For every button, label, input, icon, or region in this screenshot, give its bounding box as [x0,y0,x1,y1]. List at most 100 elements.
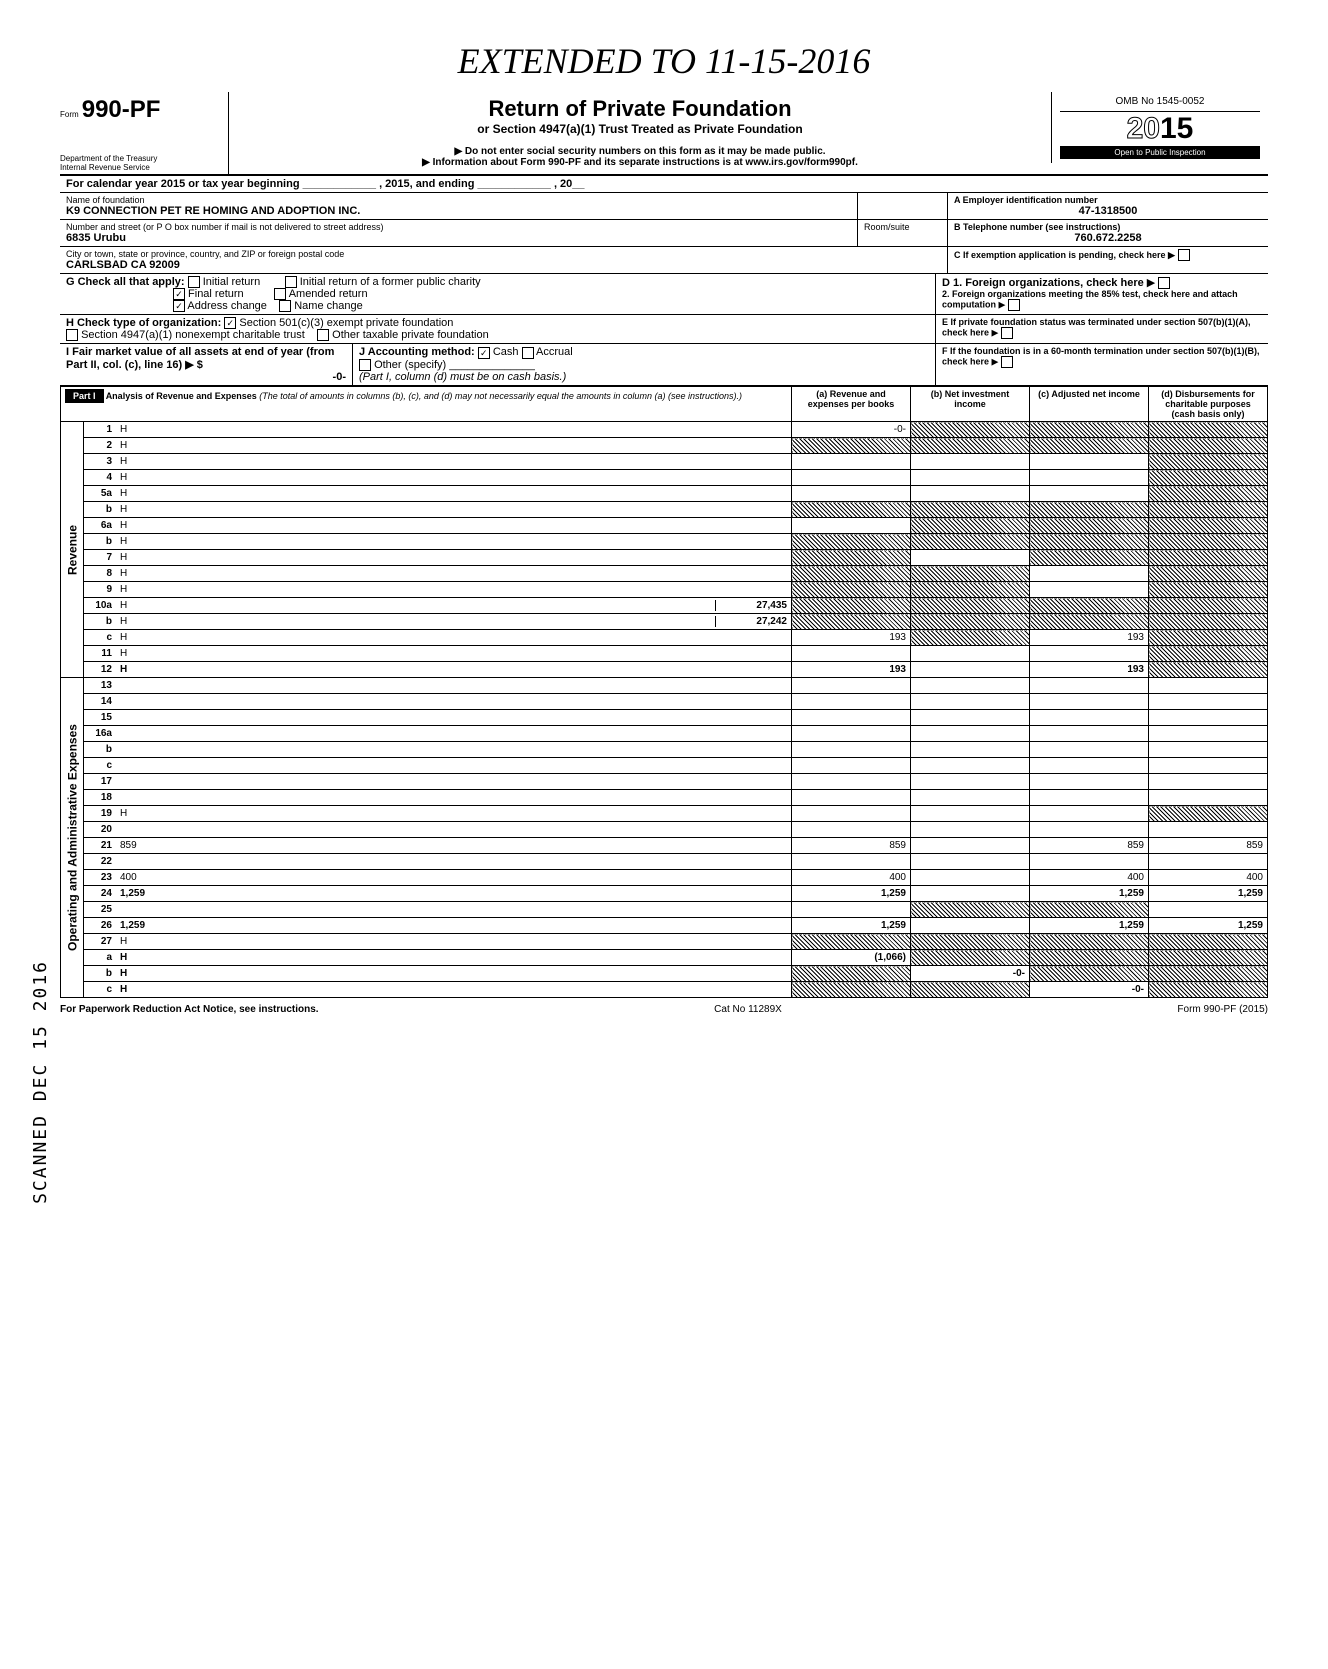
table-row: 16a [61,726,1268,742]
cell-b [911,550,1030,566]
g-final-check[interactable]: ✓ [173,288,185,300]
cell-b [911,454,1030,470]
cell-c [1030,774,1149,790]
h-501c3-check[interactable]: ✓ [224,317,236,329]
cell-b [911,742,1030,758]
h-other-check[interactable] [317,329,329,341]
row-desc: H [116,518,792,534]
foundation-name: K9 CONNECTION PET RE HOMING AND ADOPTION… [66,205,851,217]
cell-b [911,822,1030,838]
row-number: 15 [84,710,117,726]
row-desc: H [116,550,792,566]
cell-d [1149,598,1268,614]
row-number: a [84,950,117,966]
form-number: 990-PF [82,96,161,123]
cell-b [911,838,1030,854]
g-initial: Initial return [203,276,260,288]
cell-b [911,662,1030,678]
g-amended-check[interactable] [274,288,286,300]
cell-b [911,902,1030,918]
form-prefix: Form [60,110,79,119]
cell-b [911,934,1030,950]
calendar-year-line: For calendar year 2015 or tax year begin… [60,176,591,192]
table-row: 23400400400400 [61,870,1268,886]
cell-a: 1,259 [792,918,911,934]
table-row: 241,2591,2591,2591,259 [61,886,1268,902]
c-checkbox[interactable] [1178,249,1190,261]
j-accrual-check[interactable] [522,347,534,359]
cell-a [792,470,911,486]
footer-right: Form 990-PF (2015) [1177,1004,1268,1015]
open-inspection: Open to Public Inspection [1060,146,1260,159]
cell-d [1149,966,1268,982]
h-other: Other taxable private foundation [332,329,489,341]
cell-a [792,790,911,806]
table-row: 22 [61,854,1268,870]
cell-c [1030,518,1149,534]
tax-year: 20201515 [1060,112,1260,146]
row-number: 6a [84,518,117,534]
row-desc: H [116,438,792,454]
ein-label: A Employer identification number [954,195,1262,205]
cell-a [792,582,911,598]
table-row: aH(1,066) [61,950,1268,966]
j-other: Other (specify) [374,359,446,371]
cell-a [792,694,911,710]
row-desc: H [116,454,792,470]
cell-b [911,646,1030,662]
cell-d [1149,790,1268,806]
cell-d [1149,758,1268,774]
row-number: b [84,966,117,982]
row-number: 4 [84,470,117,486]
cell-b [911,758,1030,774]
d2-check[interactable] [1008,299,1020,311]
row-desc [116,902,792,918]
table-row: 14 [61,694,1268,710]
name-label: Name of foundation [66,195,851,205]
cell-a: -0- [792,422,911,438]
cell-d [1149,982,1268,998]
cell-a: 859 [792,838,911,854]
street-info: Number and street (or P O box number if … [60,220,1268,247]
row-number: 8 [84,566,117,582]
h-4947-check[interactable] [66,329,78,341]
cell-d [1149,486,1268,502]
g-name-check[interactable] [279,300,291,312]
row-desc: 859 [116,838,792,854]
j-cash-check[interactable]: ✓ [478,347,490,359]
cell-a [792,822,911,838]
row-desc [116,694,792,710]
row-desc [116,790,792,806]
e-check[interactable] [1001,327,1013,339]
col-a-header: (a) Revenue and expenses per books [792,387,911,422]
cell-b [911,774,1030,790]
f-check[interactable] [1001,356,1013,368]
phone-label: B Telephone number (see instructions) [954,222,1262,232]
table-row: c [61,758,1268,774]
cell-a [792,982,911,998]
row-number: 2 [84,438,117,454]
cell-a: (1,066) [792,950,911,966]
cell-c [1030,454,1149,470]
table-row: 20 [61,822,1268,838]
g-initial-former-check[interactable] [285,276,297,288]
row-number: 10a [84,598,117,614]
city-value: CARLSBAD CA 92009 [66,259,941,271]
row-number: b [84,502,117,518]
c-label: C If exemption application is pending, c… [954,250,1175,260]
row-desc: H27,435 [116,598,792,614]
table-row: 11H [61,646,1268,662]
cell-b [911,726,1030,742]
revenue-vlabel: Revenue [61,422,84,678]
j-other-check[interactable] [359,359,371,371]
row-number: 14 [84,694,117,710]
section-h-e: H Check type of organization: ✓ Section … [60,315,1268,344]
cell-d [1149,902,1268,918]
d1-check[interactable] [1158,277,1170,289]
g-initial-check[interactable] [188,276,200,288]
cell-b [911,982,1030,998]
cell-a [792,966,911,982]
row-number: b [84,534,117,550]
dept-treasury: Department of the Treasury [60,154,220,163]
g-address-check[interactable]: ✓ [173,300,185,312]
